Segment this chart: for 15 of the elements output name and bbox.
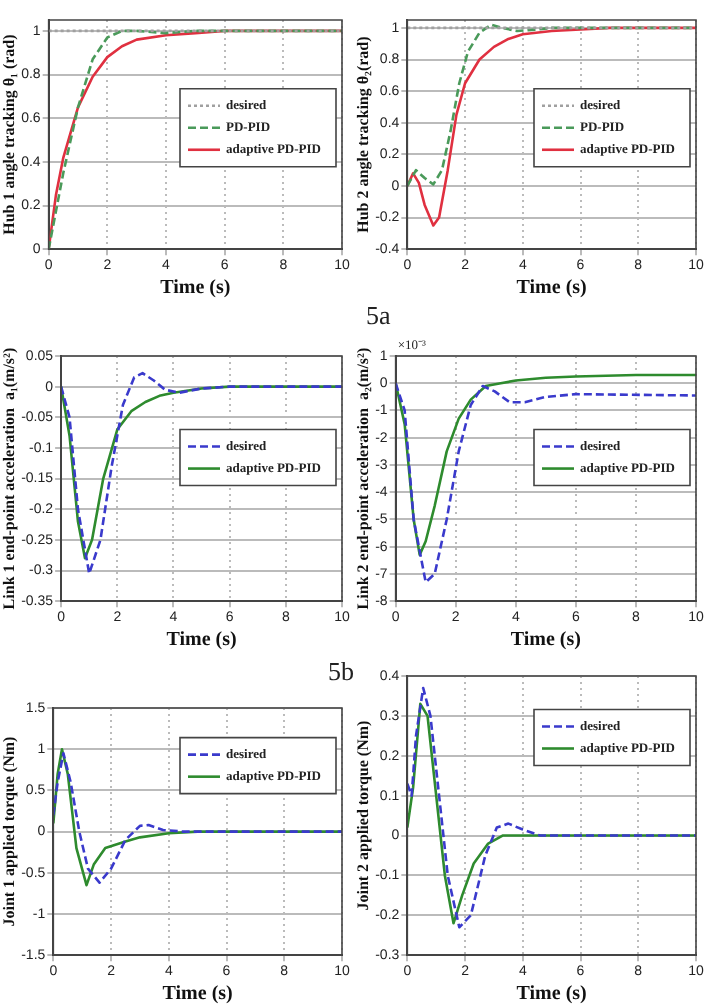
y-axis-title: Hub 2 angle tracking θ₂(rad) <box>353 35 372 233</box>
y-axis-title: Link 1 end-point acceleration a₁(m/s²) <box>0 347 18 610</box>
x-axis-title: Time (s) <box>516 983 587 1006</box>
text: 5a <box>364 300 393 332</box>
x-axis-title: Time (s) <box>160 277 231 300</box>
x-axis-title: Time (s) <box>162 983 233 1006</box>
x-axis-title: Time (s) <box>516 277 587 300</box>
y-axis-title: Joint 1 applied torque (Nm) <box>0 735 18 927</box>
line-series <box>395 381 696 584</box>
y-axis-title: Link 2 end-point acceleration a₂(m/s²) <box>353 347 372 610</box>
y-axis-title: Hub 1 angle tracking θ₁ (rad) <box>0 33 18 235</box>
y-axis-title: Joint 2 applied torque (Nm) <box>353 719 372 911</box>
x-axis-title: Time (s) <box>510 629 581 652</box>
text: 5b <box>326 656 354 688</box>
x-axis-title: Time (s) <box>166 629 237 652</box>
